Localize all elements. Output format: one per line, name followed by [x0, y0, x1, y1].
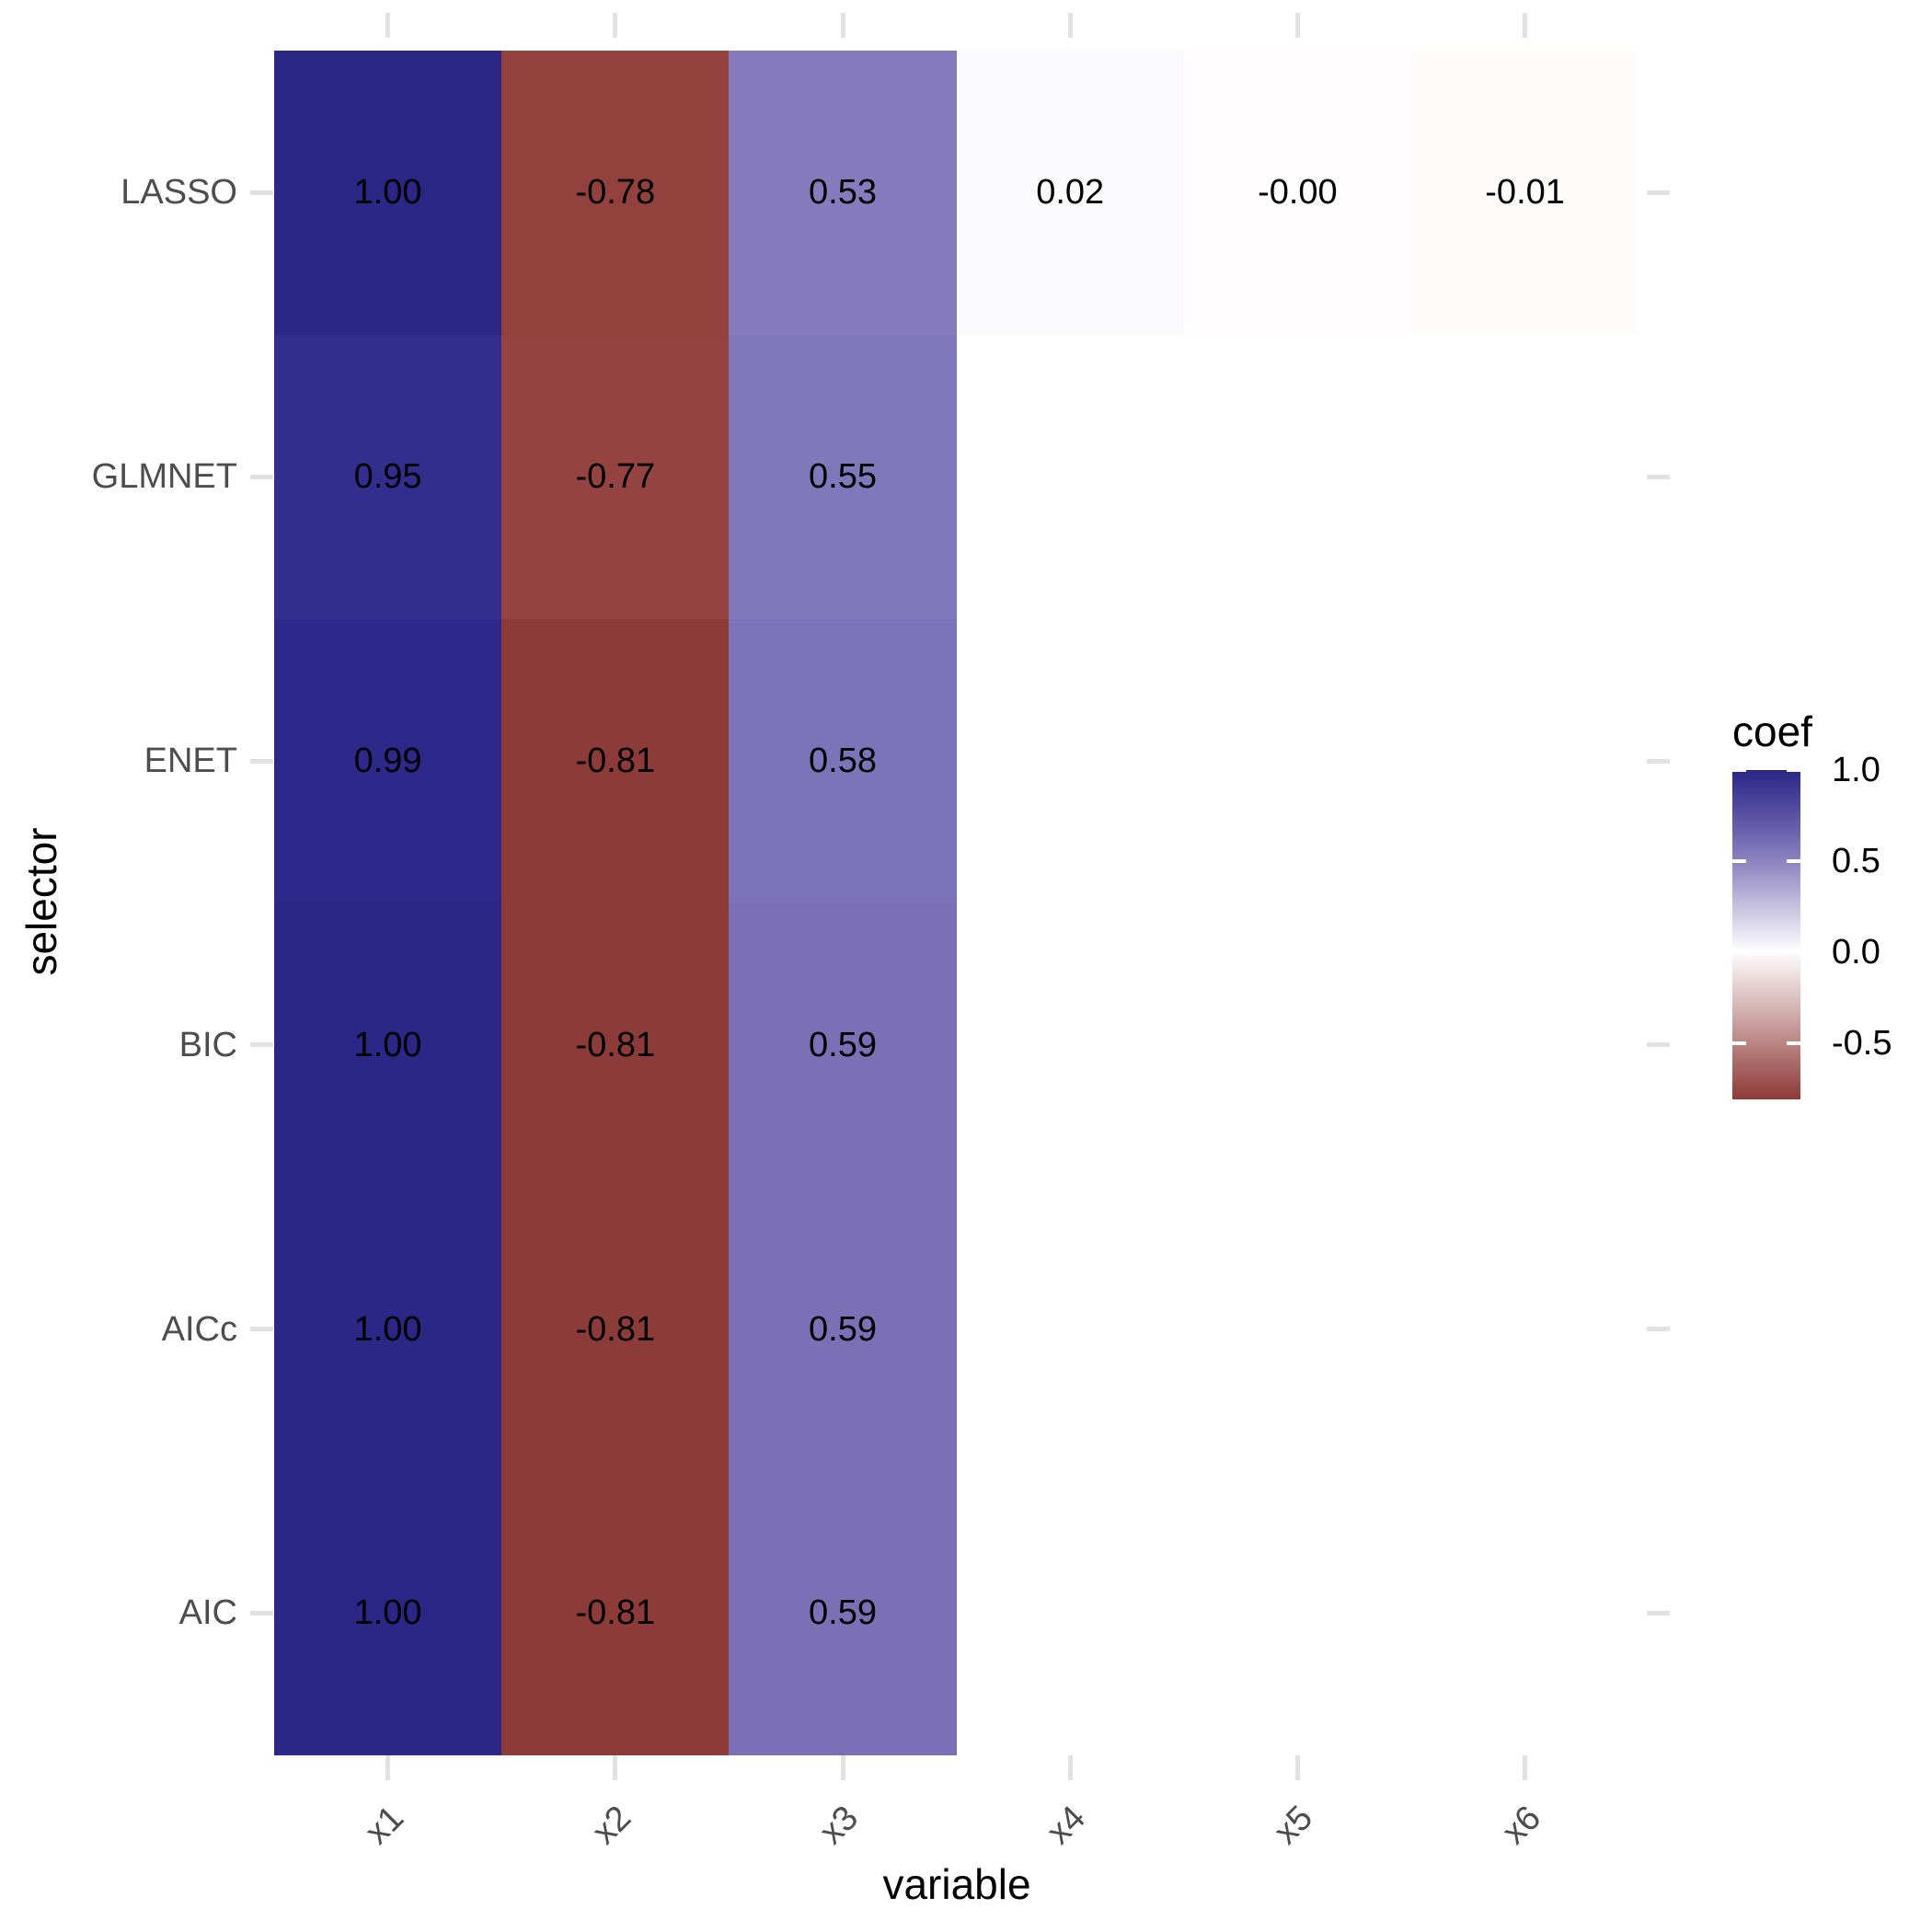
- bottom-axis-tick: [1067, 1755, 1073, 1780]
- legend-tick: [1732, 768, 1746, 772]
- bottom-axis-tick: [1523, 1755, 1528, 1780]
- heatmap-tile: [501, 903, 730, 1188]
- heatmap-tile: [274, 1471, 502, 1756]
- cell-value-label: 1.00: [353, 1309, 422, 1349]
- y-tick-label: AIC: [178, 1593, 237, 1633]
- y-tick-label: BIC: [178, 1025, 237, 1064]
- top-axis-tick: [385, 13, 391, 38]
- heatmap-tile: [274, 1187, 502, 1472]
- cell-value-label: 1.00: [353, 173, 422, 213]
- right-axis-tick: [1647, 1610, 1670, 1616]
- x-tick-label: x2: [584, 1798, 638, 1853]
- bottom-axis-tick: [1294, 1755, 1300, 1780]
- heatmap-tile: [501, 618, 730, 903]
- right-axis-tick: [1647, 1327, 1670, 1332]
- legend-tick: [1787, 949, 1800, 954]
- heatmap-tile: [274, 903, 502, 1188]
- right-axis-tick: [1647, 1042, 1670, 1048]
- heatmap-tile: [274, 51, 502, 336]
- cell-value-label: 1.00: [353, 1593, 422, 1633]
- right-axis-tick: [1647, 190, 1670, 195]
- heatmap-tile: [501, 1471, 730, 1756]
- left-axis-tick: [250, 758, 273, 764]
- cell-value-label: 0.55: [809, 457, 877, 497]
- bottom-axis-tick: [840, 1755, 845, 1780]
- x-axis-title: variable: [882, 1860, 1031, 1908]
- heatmap-tile: [1411, 51, 1639, 336]
- legend-tick: [1732, 949, 1746, 954]
- legend-title: coef: [1732, 707, 1812, 755]
- cell-value-label: 0.95: [353, 457, 422, 497]
- cell-value-label: 0.59: [809, 1025, 877, 1064]
- heatmap-tile: [274, 618, 502, 903]
- top-axis-tick: [1067, 13, 1073, 38]
- left-axis-tick: [250, 474, 273, 479]
- cell-value-label: -0.01: [1485, 173, 1565, 213]
- cell-value-label: -0.81: [575, 1309, 656, 1349]
- y-tick-label: ENET: [144, 742, 237, 780]
- right-axis-tick: [1647, 758, 1670, 764]
- top-axis-tick: [840, 13, 845, 38]
- cell-value-label: -0.77: [575, 457, 656, 497]
- cell-value-label: 0.59: [809, 1309, 877, 1349]
- top-axis-tick: [613, 13, 618, 38]
- bottom-axis-tick: [385, 1755, 391, 1780]
- y-axis-title: selector: [17, 827, 65, 976]
- cell-value-label: 1.00: [353, 1025, 422, 1064]
- x-tick-label: x5: [1267, 1798, 1321, 1853]
- cell-value-label: 0.99: [353, 742, 422, 780]
- cell-value-label: 0.02: [1036, 173, 1105, 213]
- legend-gradient-bar: [1732, 770, 1800, 1099]
- cell-value-label: 0.58: [809, 742, 877, 780]
- left-axis-tick: [250, 190, 273, 195]
- right-axis-tick: [1647, 474, 1670, 479]
- x-tick-label: x1: [357, 1798, 411, 1853]
- cell-value-label: -0.00: [1258, 173, 1338, 213]
- cell-value-label: -0.78: [575, 173, 656, 213]
- heatmap-tile: [729, 1471, 958, 1756]
- heatmap-tile: [274, 334, 502, 620]
- cell-value-label: -0.81: [575, 1025, 656, 1064]
- heatmap-tile: [729, 51, 958, 336]
- heatmap-tile: [729, 334, 958, 620]
- heatmap-tile: [729, 903, 958, 1188]
- bottom-axis-tick: [613, 1755, 618, 1780]
- legend-tick: [1787, 858, 1800, 863]
- legend-break-label: 0.5: [1832, 841, 1880, 880]
- left-axis-tick: [250, 1327, 273, 1332]
- x-tick-label: x6: [1494, 1798, 1548, 1853]
- y-tick-label: GLMNET: [91, 457, 237, 497]
- cell-value-label: 0.59: [809, 1593, 877, 1633]
- legend-tick: [1787, 1041, 1800, 1045]
- heatmap-tile: [501, 51, 730, 336]
- heatmap-tile: [956, 51, 1185, 336]
- heatmap-tile: [729, 618, 958, 903]
- legend-tick: [1732, 858, 1746, 863]
- top-axis-tick: [1523, 13, 1528, 38]
- legend-break-label: 1.0: [1832, 751, 1880, 789]
- heatmap-tile: [729, 1187, 958, 1472]
- legend-break-label: 0.0: [1832, 932, 1880, 972]
- y-tick-label: AICc: [161, 1309, 237, 1349]
- cell-value-label: -0.81: [575, 1593, 656, 1633]
- cell-value-label: -0.81: [575, 742, 656, 780]
- cell-value-label: 0.53: [809, 173, 877, 213]
- legend-tick: [1732, 1041, 1746, 1045]
- y-tick-label: LASSO: [121, 173, 237, 213]
- left-axis-tick: [250, 1610, 273, 1616]
- legend-tick: [1787, 768, 1800, 772]
- heatmap-tile: [501, 334, 730, 620]
- heatmap-tile: [501, 1187, 730, 1472]
- heatmap-tile: [1183, 51, 1412, 336]
- top-axis-tick: [1294, 13, 1300, 38]
- legend-break-label: -0.5: [1832, 1023, 1892, 1063]
- left-axis-tick: [250, 1042, 273, 1048]
